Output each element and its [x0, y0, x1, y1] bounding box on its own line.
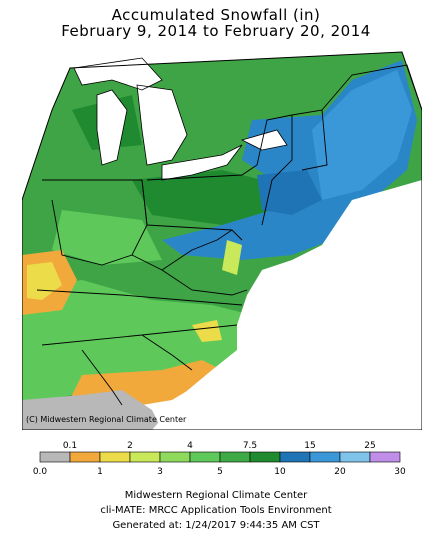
- legend-bin: [189, 451, 221, 463]
- legend-color-bar: [39, 451, 401, 463]
- heavy-snow-zone: [132, 170, 282, 225]
- legend-bin: [159, 451, 191, 463]
- legend-upper-label: 7.5: [243, 441, 257, 451]
- great-lakes: [73, 57, 288, 181]
- footer-timestamp: Generated at: 1/24/2017 9:44:35 AM CST: [112, 520, 320, 531]
- map-outline: [22, 51, 422, 430]
- legend-upper-label: 2: [127, 441, 133, 451]
- legend-bin: [99, 451, 131, 463]
- legend-lower-label: 20: [334, 467, 346, 477]
- legend-lower-label: 5: [217, 467, 223, 477]
- legend-bin: [249, 451, 281, 463]
- legend-upper-label: 15: [304, 441, 315, 451]
- light-snow-zone: [52, 210, 162, 265]
- legend-lower-label: 3: [157, 467, 163, 477]
- trace-zone: [192, 320, 222, 342]
- legend-bin: [219, 451, 251, 463]
- deepest-snow-zone: [312, 70, 412, 200]
- legend-upper-label: 0.1: [63, 441, 77, 451]
- legend-bin: [279, 451, 311, 463]
- legend-upper-label: 4: [187, 441, 193, 451]
- legend-upper-label: 25: [364, 441, 375, 451]
- footer-application: cli-MATE: MRCC Application Tools Environ…: [100, 505, 332, 516]
- legend-bin: [369, 451, 401, 463]
- trace-zone: [222, 240, 242, 275]
- legend-lower-label: 30: [394, 467, 406, 477]
- legend-bin: [309, 451, 341, 463]
- legend-lower-label: 1: [97, 467, 103, 477]
- map-date-range: February 9, 2014 to February 20, 2014: [61, 22, 371, 40]
- no-snow-zone: [22, 390, 162, 430]
- legend-lower-labels: 0.013510203050: [33, 467, 406, 477]
- legend-lower-label: 0.0: [33, 467, 48, 477]
- footer-organization: Midwestern Regional Climate Center: [124, 490, 308, 501]
- map-credit: (C) Midwestern Regional Climate Center: [26, 415, 187, 424]
- legend-lower-label: 10: [274, 467, 286, 477]
- state-boundaries: [36, 64, 422, 406]
- snowfall-map: [22, 51, 422, 430]
- snow-zone: [257, 170, 322, 215]
- trace-zone: [27, 262, 62, 300]
- legend-bin: [129, 451, 161, 463]
- legend-bin: [39, 451, 71, 463]
- legend-bin: [339, 451, 371, 463]
- atlantic-ocean: [152, 180, 422, 430]
- map-title: Accumulated Snowfall (in): [111, 6, 321, 24]
- legend-bin: [69, 451, 101, 463]
